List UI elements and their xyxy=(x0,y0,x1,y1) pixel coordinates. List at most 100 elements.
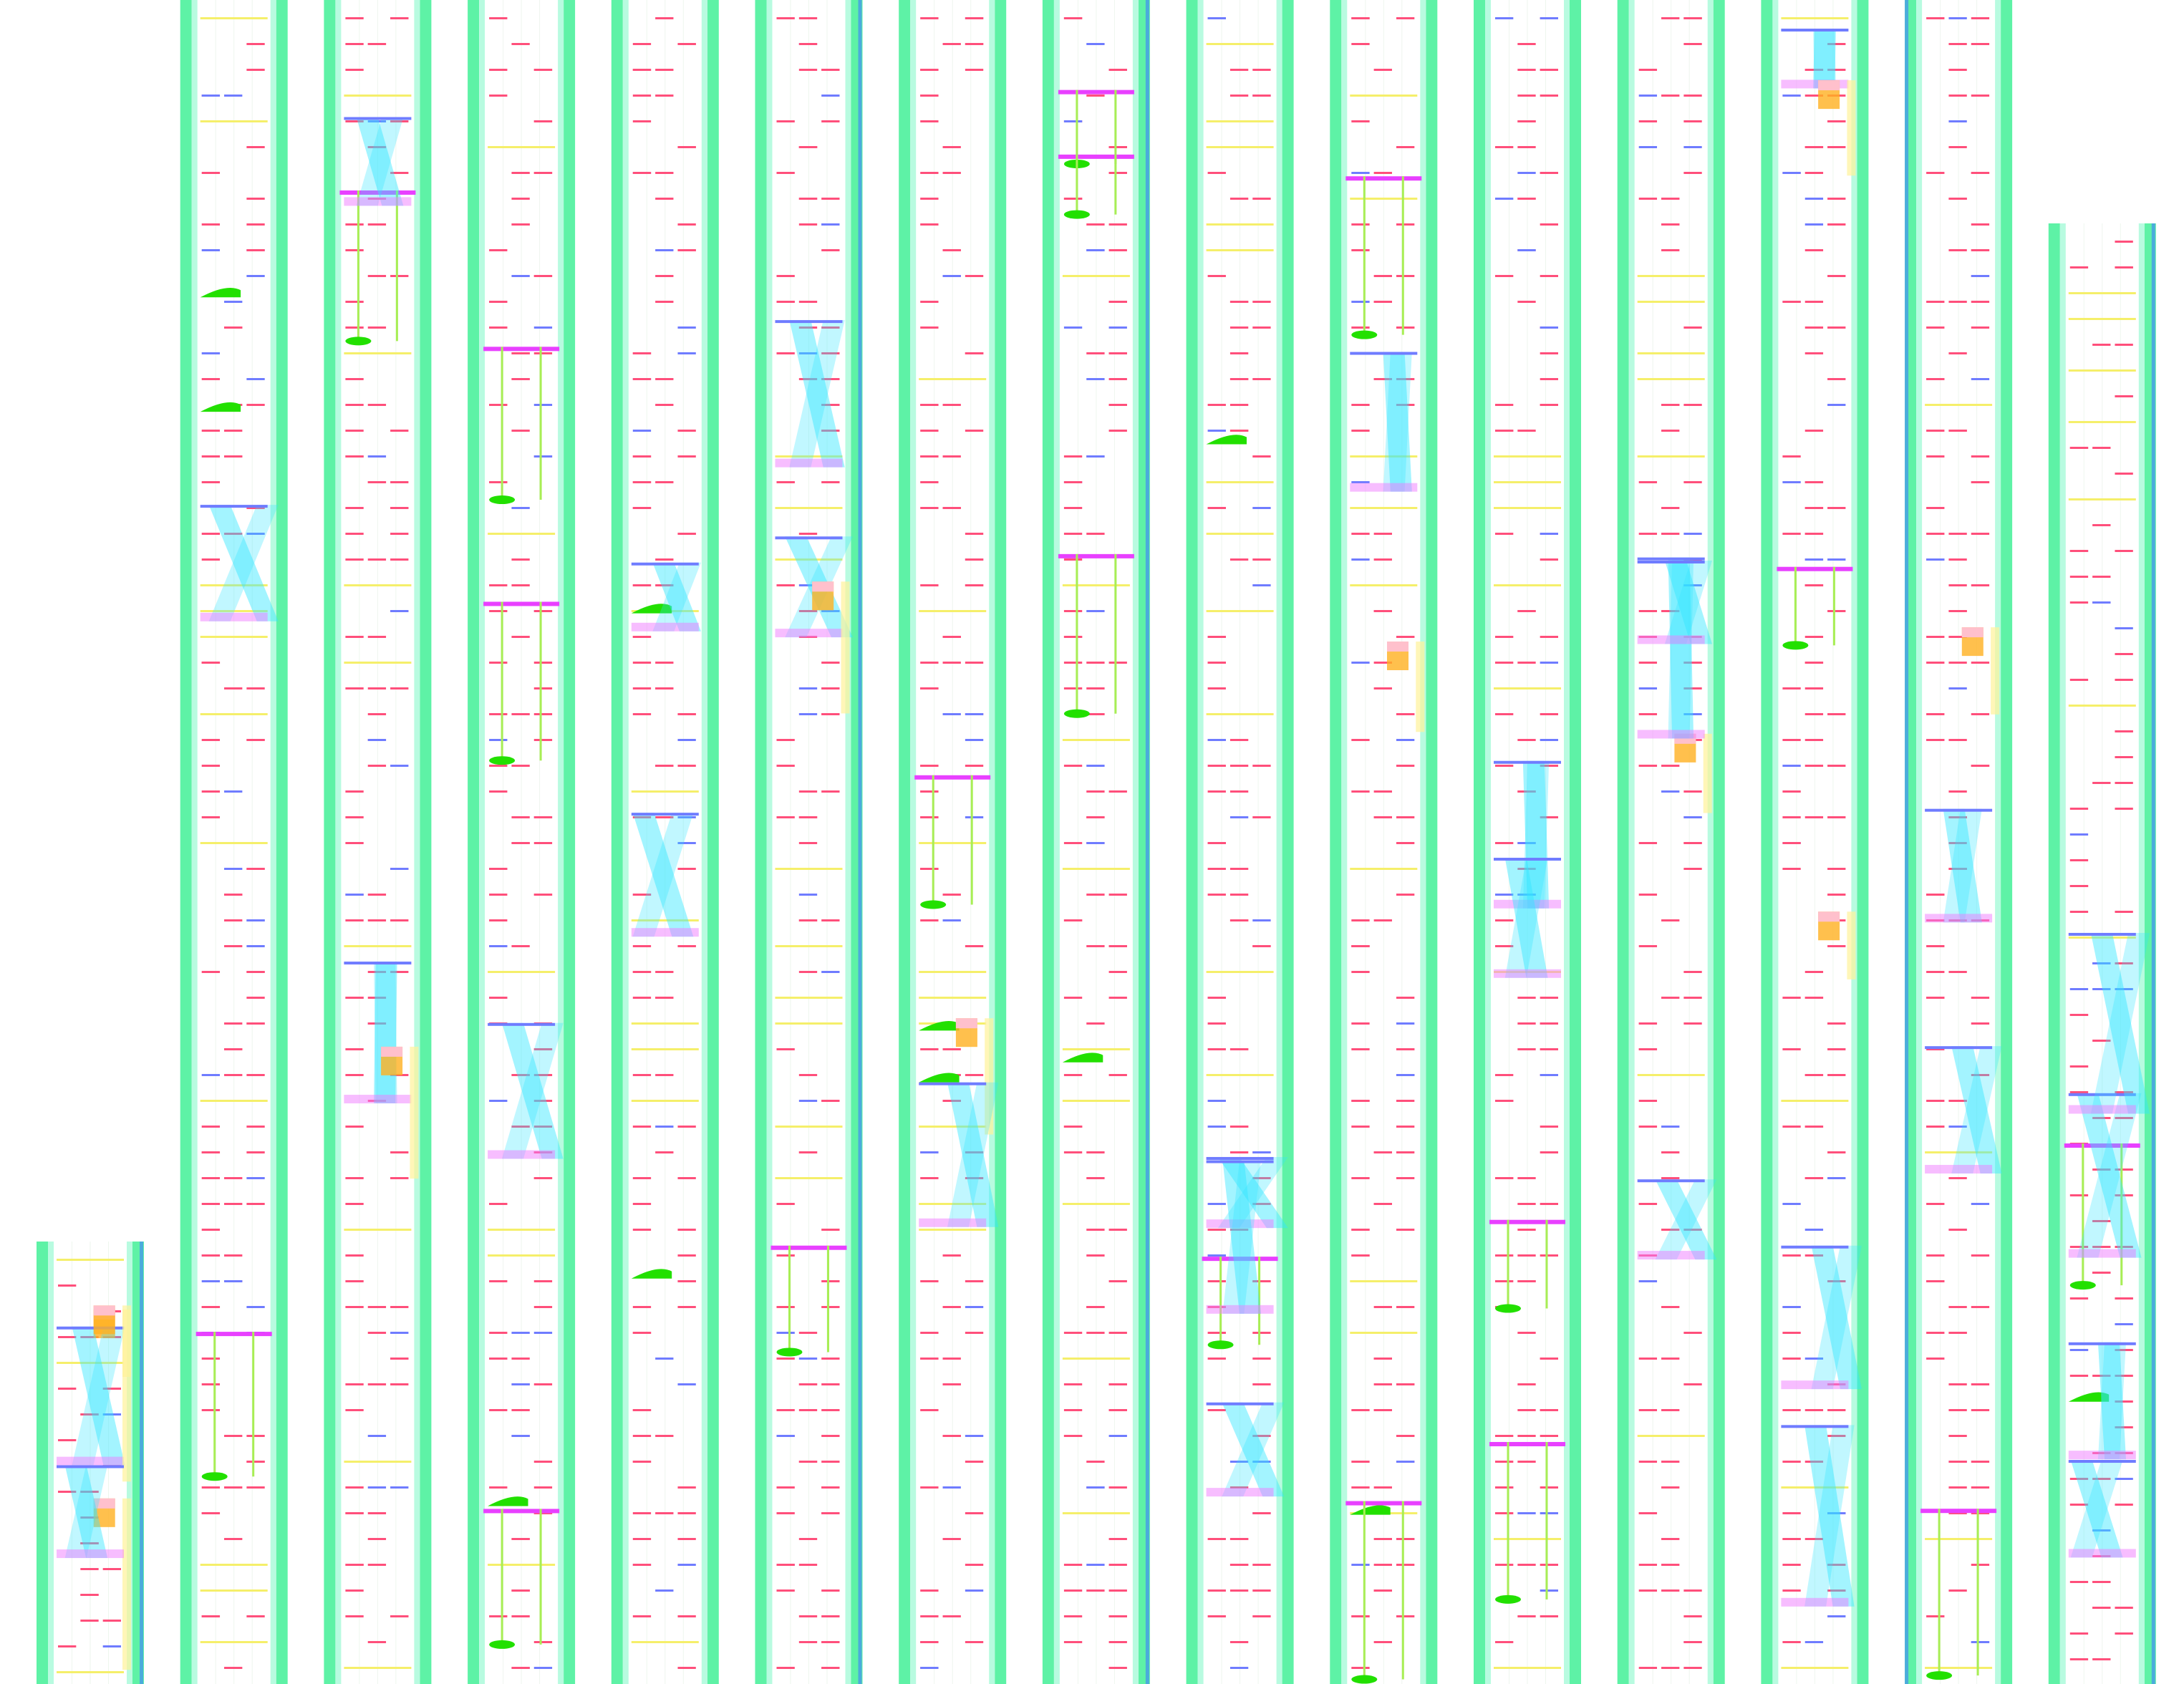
row-dash xyxy=(1782,1461,1801,1463)
row-dash xyxy=(1683,816,1702,818)
row-dash xyxy=(965,765,984,767)
row-dash xyxy=(1804,301,1824,303)
ribbon xyxy=(947,1082,999,1227)
row-dash xyxy=(1971,455,1990,458)
row-dash xyxy=(1926,894,1945,896)
blob xyxy=(200,402,241,412)
lane-right-rail xyxy=(564,0,576,1684)
row-dash xyxy=(1086,1151,1105,1153)
row-dash xyxy=(677,1486,696,1489)
row-dash xyxy=(201,352,221,354)
row-dash xyxy=(1638,1409,1658,1411)
row-dash xyxy=(345,1254,364,1257)
row-dash xyxy=(1373,1203,1392,1205)
blob xyxy=(631,604,672,614)
row-marker-line xyxy=(631,1048,699,1050)
bar xyxy=(483,347,560,352)
row-dash xyxy=(1351,404,1370,406)
row-dash xyxy=(632,662,652,664)
row-dash xyxy=(942,1486,961,1489)
row-dash xyxy=(1540,1022,1558,1025)
row-dash xyxy=(1207,17,1226,19)
row-dash xyxy=(1540,1435,1558,1437)
row-dash xyxy=(1063,1332,1083,1334)
row-dash xyxy=(2092,524,2111,526)
ribbon xyxy=(64,1465,108,1559)
row-dash xyxy=(1661,1126,1680,1128)
row-dash xyxy=(201,1409,221,1411)
row-marker-line xyxy=(2068,318,2136,320)
row-dash xyxy=(1495,662,1514,664)
row-dash xyxy=(1782,1126,1801,1128)
row-dash xyxy=(1971,378,1990,380)
row-dash xyxy=(776,120,795,122)
row-dash xyxy=(821,1306,840,1308)
row-dash xyxy=(655,1151,674,1153)
ribbon xyxy=(2077,1093,2142,1258)
row-dash xyxy=(1782,1589,1801,1592)
row-dash xyxy=(511,198,530,200)
ribbon-cap xyxy=(1206,1402,1274,1405)
row-dash xyxy=(1948,790,1967,793)
row-dash xyxy=(1108,662,1127,664)
row-dash xyxy=(1495,1280,1514,1282)
row-dash xyxy=(1971,1641,1990,1643)
row-dash xyxy=(776,1203,795,1205)
row-dash xyxy=(1926,1254,1945,1257)
lane-right-rail xyxy=(1426,0,1438,1684)
row-dash xyxy=(821,430,840,432)
row-dash xyxy=(1948,584,1967,586)
row-dash xyxy=(1683,868,1702,870)
row-dash xyxy=(201,1306,221,1308)
row-dash xyxy=(1540,558,1558,561)
row-dash xyxy=(1517,1409,1536,1411)
row-dash xyxy=(1229,558,1249,561)
row-dash xyxy=(1086,1461,1105,1463)
row-dash xyxy=(821,790,840,793)
ribbon xyxy=(1664,560,1713,644)
blob xyxy=(488,1496,528,1506)
row-dash xyxy=(1804,687,1824,689)
row-dash xyxy=(246,1486,265,1489)
row-dash xyxy=(80,1594,99,1596)
row-dash xyxy=(390,172,409,174)
row-dash xyxy=(1108,1074,1127,1076)
row-dash xyxy=(1396,404,1415,406)
row-dash xyxy=(1086,352,1105,354)
row-dash xyxy=(655,1512,674,1514)
row-dash xyxy=(821,1512,840,1514)
lane-right-rail-inner xyxy=(1564,0,1570,1684)
row-dash xyxy=(1517,610,1536,612)
row-dash xyxy=(533,1486,553,1489)
row-dash xyxy=(2069,679,2089,681)
row-dash xyxy=(655,765,674,767)
row-dash xyxy=(367,223,387,226)
row-dash xyxy=(655,481,674,483)
row-dash xyxy=(2092,344,2111,346)
row-dash xyxy=(1229,404,1249,406)
row-dash xyxy=(367,326,387,329)
row-dash xyxy=(1086,894,1105,896)
row-dash xyxy=(1495,1486,1514,1489)
row-dash xyxy=(390,275,409,277)
ribbon-base xyxy=(2068,1451,2136,1460)
row-dash xyxy=(224,1667,243,1669)
row-dash xyxy=(367,558,387,561)
row-dash xyxy=(2115,756,2133,758)
row-dash xyxy=(798,198,818,200)
block-cap xyxy=(93,1305,115,1316)
row-dash xyxy=(1351,1254,1370,1257)
row-dash xyxy=(1804,584,1824,586)
row-dash xyxy=(224,1177,243,1179)
row-dash xyxy=(224,1048,243,1050)
row-dash xyxy=(1683,1022,1702,1025)
row-dash xyxy=(1252,1177,1271,1179)
row-dash xyxy=(776,739,795,741)
row-dash xyxy=(1351,1126,1370,1128)
row-dash xyxy=(511,172,530,174)
blob xyxy=(489,495,516,505)
ribbon xyxy=(1804,1425,1855,1607)
row-dash xyxy=(1661,404,1680,406)
row-dash xyxy=(246,1615,265,1617)
